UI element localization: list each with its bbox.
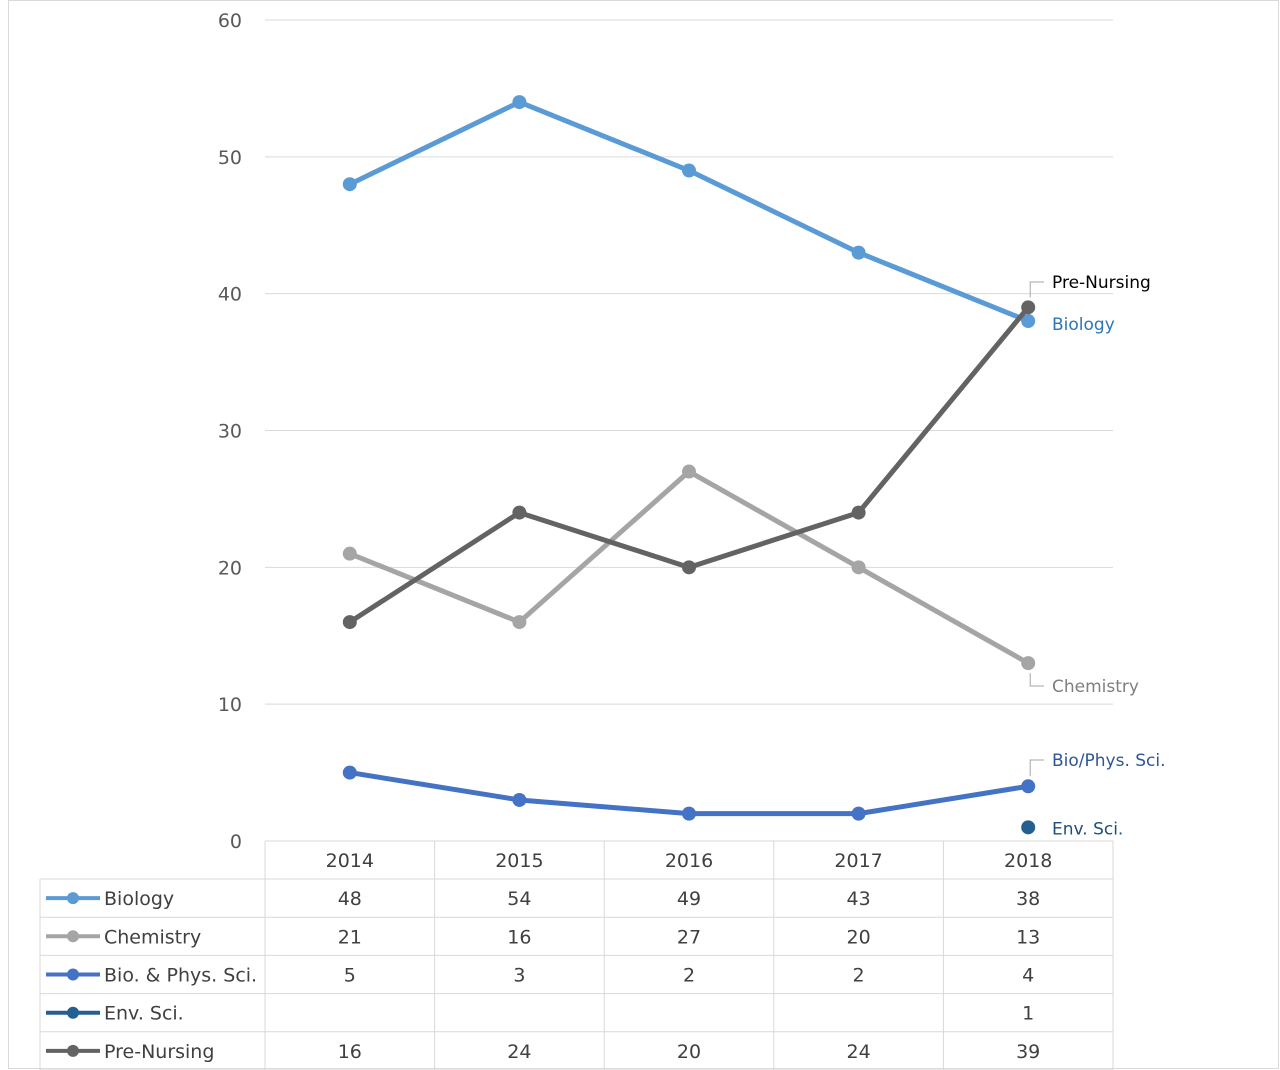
table-cell-value: 39 <box>1016 1041 1040 1063</box>
series-end-label: Pre-Nursing <box>1052 273 1151 293</box>
data-point <box>342 177 357 192</box>
legend-key-marker <box>67 1006 79 1019</box>
table-cell-value: 13 <box>1016 926 1040 948</box>
table-cell-value: 20 <box>847 926 871 948</box>
series-end-label: Bio/Phys. Sci. <box>1052 751 1166 771</box>
data-point <box>512 505 527 520</box>
data-point <box>851 560 866 575</box>
data-point <box>1021 779 1036 794</box>
table-cell-value: 2 <box>853 965 865 987</box>
data-point <box>851 245 866 260</box>
data-point <box>1021 314 1036 329</box>
x-tick-label: 2015 <box>495 850 543 872</box>
data-point <box>1021 656 1036 671</box>
data-point <box>512 95 527 110</box>
legend-key-marker <box>67 1044 79 1057</box>
y-tick-label: 50 <box>218 147 242 169</box>
data-point <box>512 615 527 630</box>
legend-label: Env. Sci. <box>104 1003 184 1025</box>
series-end-label: Env. Sci. <box>1052 819 1123 839</box>
legend-label: Bio. & Phys. Sci. <box>104 965 257 987</box>
legend-key-marker <box>67 930 79 943</box>
x-tick-label: 2017 <box>834 850 882 872</box>
data-point <box>851 505 866 520</box>
data-point <box>682 806 696 821</box>
data-point <box>851 806 866 821</box>
data-point <box>342 615 357 630</box>
x-tick-label: 2018 <box>1004 850 1052 872</box>
table-cell-value: 24 <box>847 1041 871 1063</box>
y-tick-label: 20 <box>218 557 242 579</box>
table-cell-value: 4 <box>1022 965 1034 987</box>
table-cell-value: 16 <box>507 926 531 948</box>
legend-key-marker <box>67 968 79 981</box>
data-point <box>342 765 357 780</box>
table-cell-value: 20 <box>677 1041 701 1063</box>
leader-line <box>1029 759 1044 777</box>
table-cell-value: 21 <box>338 926 362 948</box>
table-cell-value: 16 <box>338 1041 362 1063</box>
table-cell-value: 38 <box>1016 888 1040 910</box>
series-end-label: Biology <box>1052 315 1115 335</box>
table-cell-value: 54 <box>507 888 531 910</box>
y-tick-label: 30 <box>218 421 242 443</box>
x-tick-label: 2014 <box>326 850 374 872</box>
data-point <box>682 163 696 178</box>
table-cell-value: 1 <box>1022 1003 1034 1025</box>
leader-line <box>1029 281 1044 298</box>
data-point <box>682 464 696 479</box>
data-point <box>1021 300 1036 315</box>
data-point <box>342 546 357 561</box>
legend-key-marker <box>67 892 79 905</box>
data-point <box>682 560 696 575</box>
data-point <box>1021 820 1036 835</box>
series-line <box>347 99 1031 324</box>
data-point <box>512 792 527 807</box>
table-cell-value: 24 <box>507 1041 531 1063</box>
y-tick-label: 60 <box>218 10 242 32</box>
x-tick-label: 2016 <box>665 850 713 872</box>
leader-line <box>1029 673 1044 687</box>
y-tick-label: 40 <box>218 284 242 306</box>
table-cell-value: 27 <box>677 926 701 948</box>
table-cell-value: 2 <box>683 965 695 987</box>
legend-label: Biology <box>104 888 174 910</box>
y-tick-label: 10 <box>218 694 242 716</box>
table-cell-value: 43 <box>847 888 871 910</box>
legend-label: Chemistry <box>104 926 201 948</box>
table-cell-value: 3 <box>513 965 525 987</box>
table-cell-value: 49 <box>677 888 701 910</box>
series-end-label: Chemistry <box>1052 677 1139 697</box>
legend-label: Pre-Nursing <box>104 1041 214 1063</box>
table-cell-value: 5 <box>344 965 356 987</box>
table-cell-value: 48 <box>338 888 362 910</box>
chart-frame <box>8 0 1279 1069</box>
y-tick-label: 0 <box>230 831 242 853</box>
